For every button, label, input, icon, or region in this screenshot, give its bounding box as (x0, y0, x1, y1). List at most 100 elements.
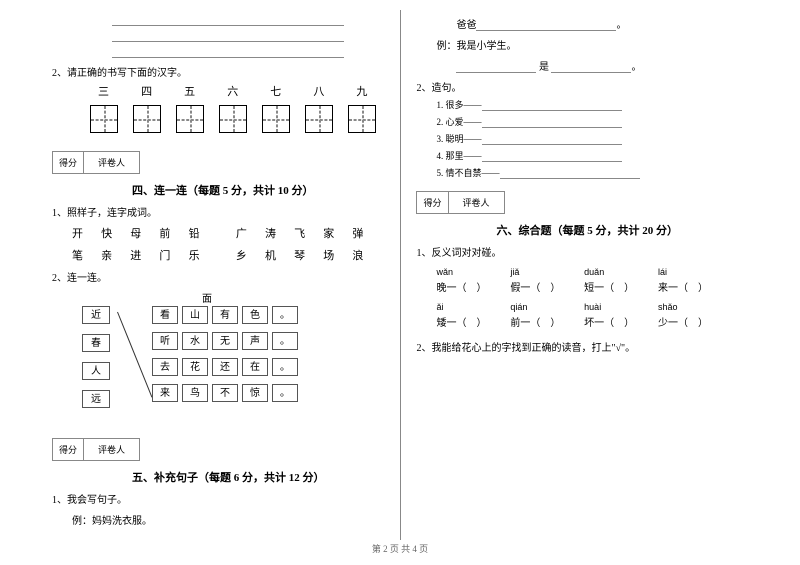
score-label: 得分 (53, 439, 84, 460)
word: 亲 (101, 247, 112, 263)
sm-box: 远 (82, 390, 110, 408)
blank-underline (456, 61, 536, 73)
column-divider (400, 10, 401, 540)
word: 进 (130, 247, 141, 263)
score-box: 得分 评卷人 (52, 151, 140, 174)
g-cell: 声 (242, 332, 268, 350)
char: 九 (356, 83, 367, 99)
example2: 例：我是小学生。 (436, 37, 748, 52)
word: 弹 (352, 225, 363, 241)
word: 前 (159, 225, 170, 241)
tian-grid (90, 105, 118, 133)
item-label: 4. 那里—— (436, 151, 481, 161)
sm-box: 春 (82, 334, 110, 352)
g-cell: 鸟 (182, 384, 208, 402)
word: 母 (130, 225, 141, 241)
anti-char: 矮一（ (436, 318, 466, 329)
g-cell: 。 (272, 306, 298, 324)
word: 浪 (352, 247, 363, 263)
g-cell: 水 (182, 332, 208, 350)
anti-tail: ） (698, 318, 708, 329)
anti-tail: ） (476, 318, 486, 329)
blank-underline (551, 61, 631, 73)
q5-1: 1、我会写句子。 (52, 491, 384, 506)
right-column: 爸爸。 例：我是小学生。 是 。 2、造句。 1. 很多—— 2. 心爱—— 3… (404, 10, 760, 540)
anti-tail: ） (476, 283, 486, 294)
blank-underline (500, 167, 640, 179)
antonym-row-1: wǎn 晚一（ ） jiǎ 假一（ ） duǎn 短一（ ） lái 来一（ ） (436, 267, 728, 294)
word: 家 (323, 225, 334, 241)
blank-underline (482, 150, 622, 162)
word: 快 (101, 225, 112, 241)
g-cell: 去 (152, 358, 178, 376)
word: 笔 (72, 247, 83, 263)
char: 四 (141, 83, 152, 99)
tian-grid (219, 105, 247, 133)
anti-char: 前一（ (510, 318, 540, 329)
sub-item: 4. 那里—— (436, 149, 748, 162)
grid-line: 听 水 无 声 。 (152, 332, 302, 350)
grid-top-label: 面 (202, 290, 212, 305)
g-cell: 色 (242, 306, 268, 324)
anti-tail: ） (624, 283, 634, 294)
blank-underline (482, 99, 622, 111)
q4-1: 1、照样子，连字成词。 (52, 204, 384, 219)
anti-item: wǎn 晚一（ ） (436, 267, 506, 294)
g-cell: 在 (242, 358, 268, 376)
score-label: 得分 (417, 192, 448, 213)
pinyin: jiǎ (510, 267, 580, 277)
anti-char: 短一（ (584, 283, 614, 294)
baba-line: 爸爸。 (456, 16, 748, 31)
word: 乐 (189, 247, 200, 263)
q6-2: 2、我能给花心上的字找到正确的读音，打上"√"。 (416, 339, 748, 354)
g-cell: 来 (152, 384, 178, 402)
anti-item: duǎn 短一（ ） (584, 267, 654, 294)
q6-1: 1、反义词对对碰。 (416, 244, 748, 259)
sub-item: 5. 情不自禁—— (436, 166, 748, 179)
g-cell: 有 (212, 306, 238, 324)
score-box: 得分 评卷人 (52, 438, 140, 461)
g-cell: 还 (212, 358, 238, 376)
word: 开 (72, 225, 83, 241)
pinyin: wǎn (436, 267, 506, 277)
shi-line: 是 。 (456, 58, 748, 73)
q5-example: 例：妈妈洗衣服。 (72, 512, 384, 527)
sub-item: 1. 很多—— (436, 98, 748, 111)
pinyin: qián (510, 302, 580, 312)
anti-item: ǎi 矮一（ ） (436, 302, 506, 329)
tian-grid (305, 105, 333, 133)
word-row-b: 笔 亲 进 门 乐 乡 机 琴 场 浪 (72, 247, 364, 263)
g-cell: 。 (272, 358, 298, 376)
blank-underline (482, 116, 622, 128)
match-area: 面 近 春 人 远 看 山 有 色 。 听 水 无 (72, 292, 364, 422)
anti-char: 坏一（ (584, 318, 614, 329)
word: 门 (159, 247, 170, 263)
item-label: 3. 聪明—— (436, 134, 481, 144)
tian-grid (176, 105, 204, 133)
sub-item: 3. 聪明—— (436, 132, 748, 145)
left-boxes: 近 春 人 远 (82, 306, 110, 418)
g-cell: 山 (182, 306, 208, 324)
word: 机 (265, 247, 276, 263)
item-label: 2. 心爱—— (436, 117, 481, 127)
g-cell: 不 (212, 384, 238, 402)
word: 琴 (294, 247, 305, 263)
anti-item: huài 坏一（ ） (584, 302, 654, 329)
antonym-row-2: ǎi 矮一（ ） qián 前一（ ） huài 坏一（ ） shǎo 少一（ … (436, 302, 728, 329)
reviewer-label: 评卷人 (84, 439, 139, 460)
pinyin: shǎo (658, 302, 728, 312)
word: 涛 (265, 225, 276, 241)
word: 铅 (189, 225, 200, 241)
word-row-a: 开 快 母 前 铅 广 涛 飞 家 弹 (72, 225, 364, 241)
tian-grid (262, 105, 290, 133)
section6-title: 六、综合题（每题 5 分，共计 20 分） (496, 222, 748, 238)
blank-line (112, 46, 344, 58)
score-label: 得分 (53, 152, 84, 173)
pinyin: ǎi (436, 302, 506, 312)
g-cell: 惊 (242, 384, 268, 402)
g-cell: 花 (182, 358, 208, 376)
grid-line: 看 山 有 色 。 (152, 306, 302, 324)
pinyin: duǎn (584, 267, 654, 277)
g-cell: 。 (272, 332, 298, 350)
reviewer-label: 评卷人 (449, 192, 504, 213)
